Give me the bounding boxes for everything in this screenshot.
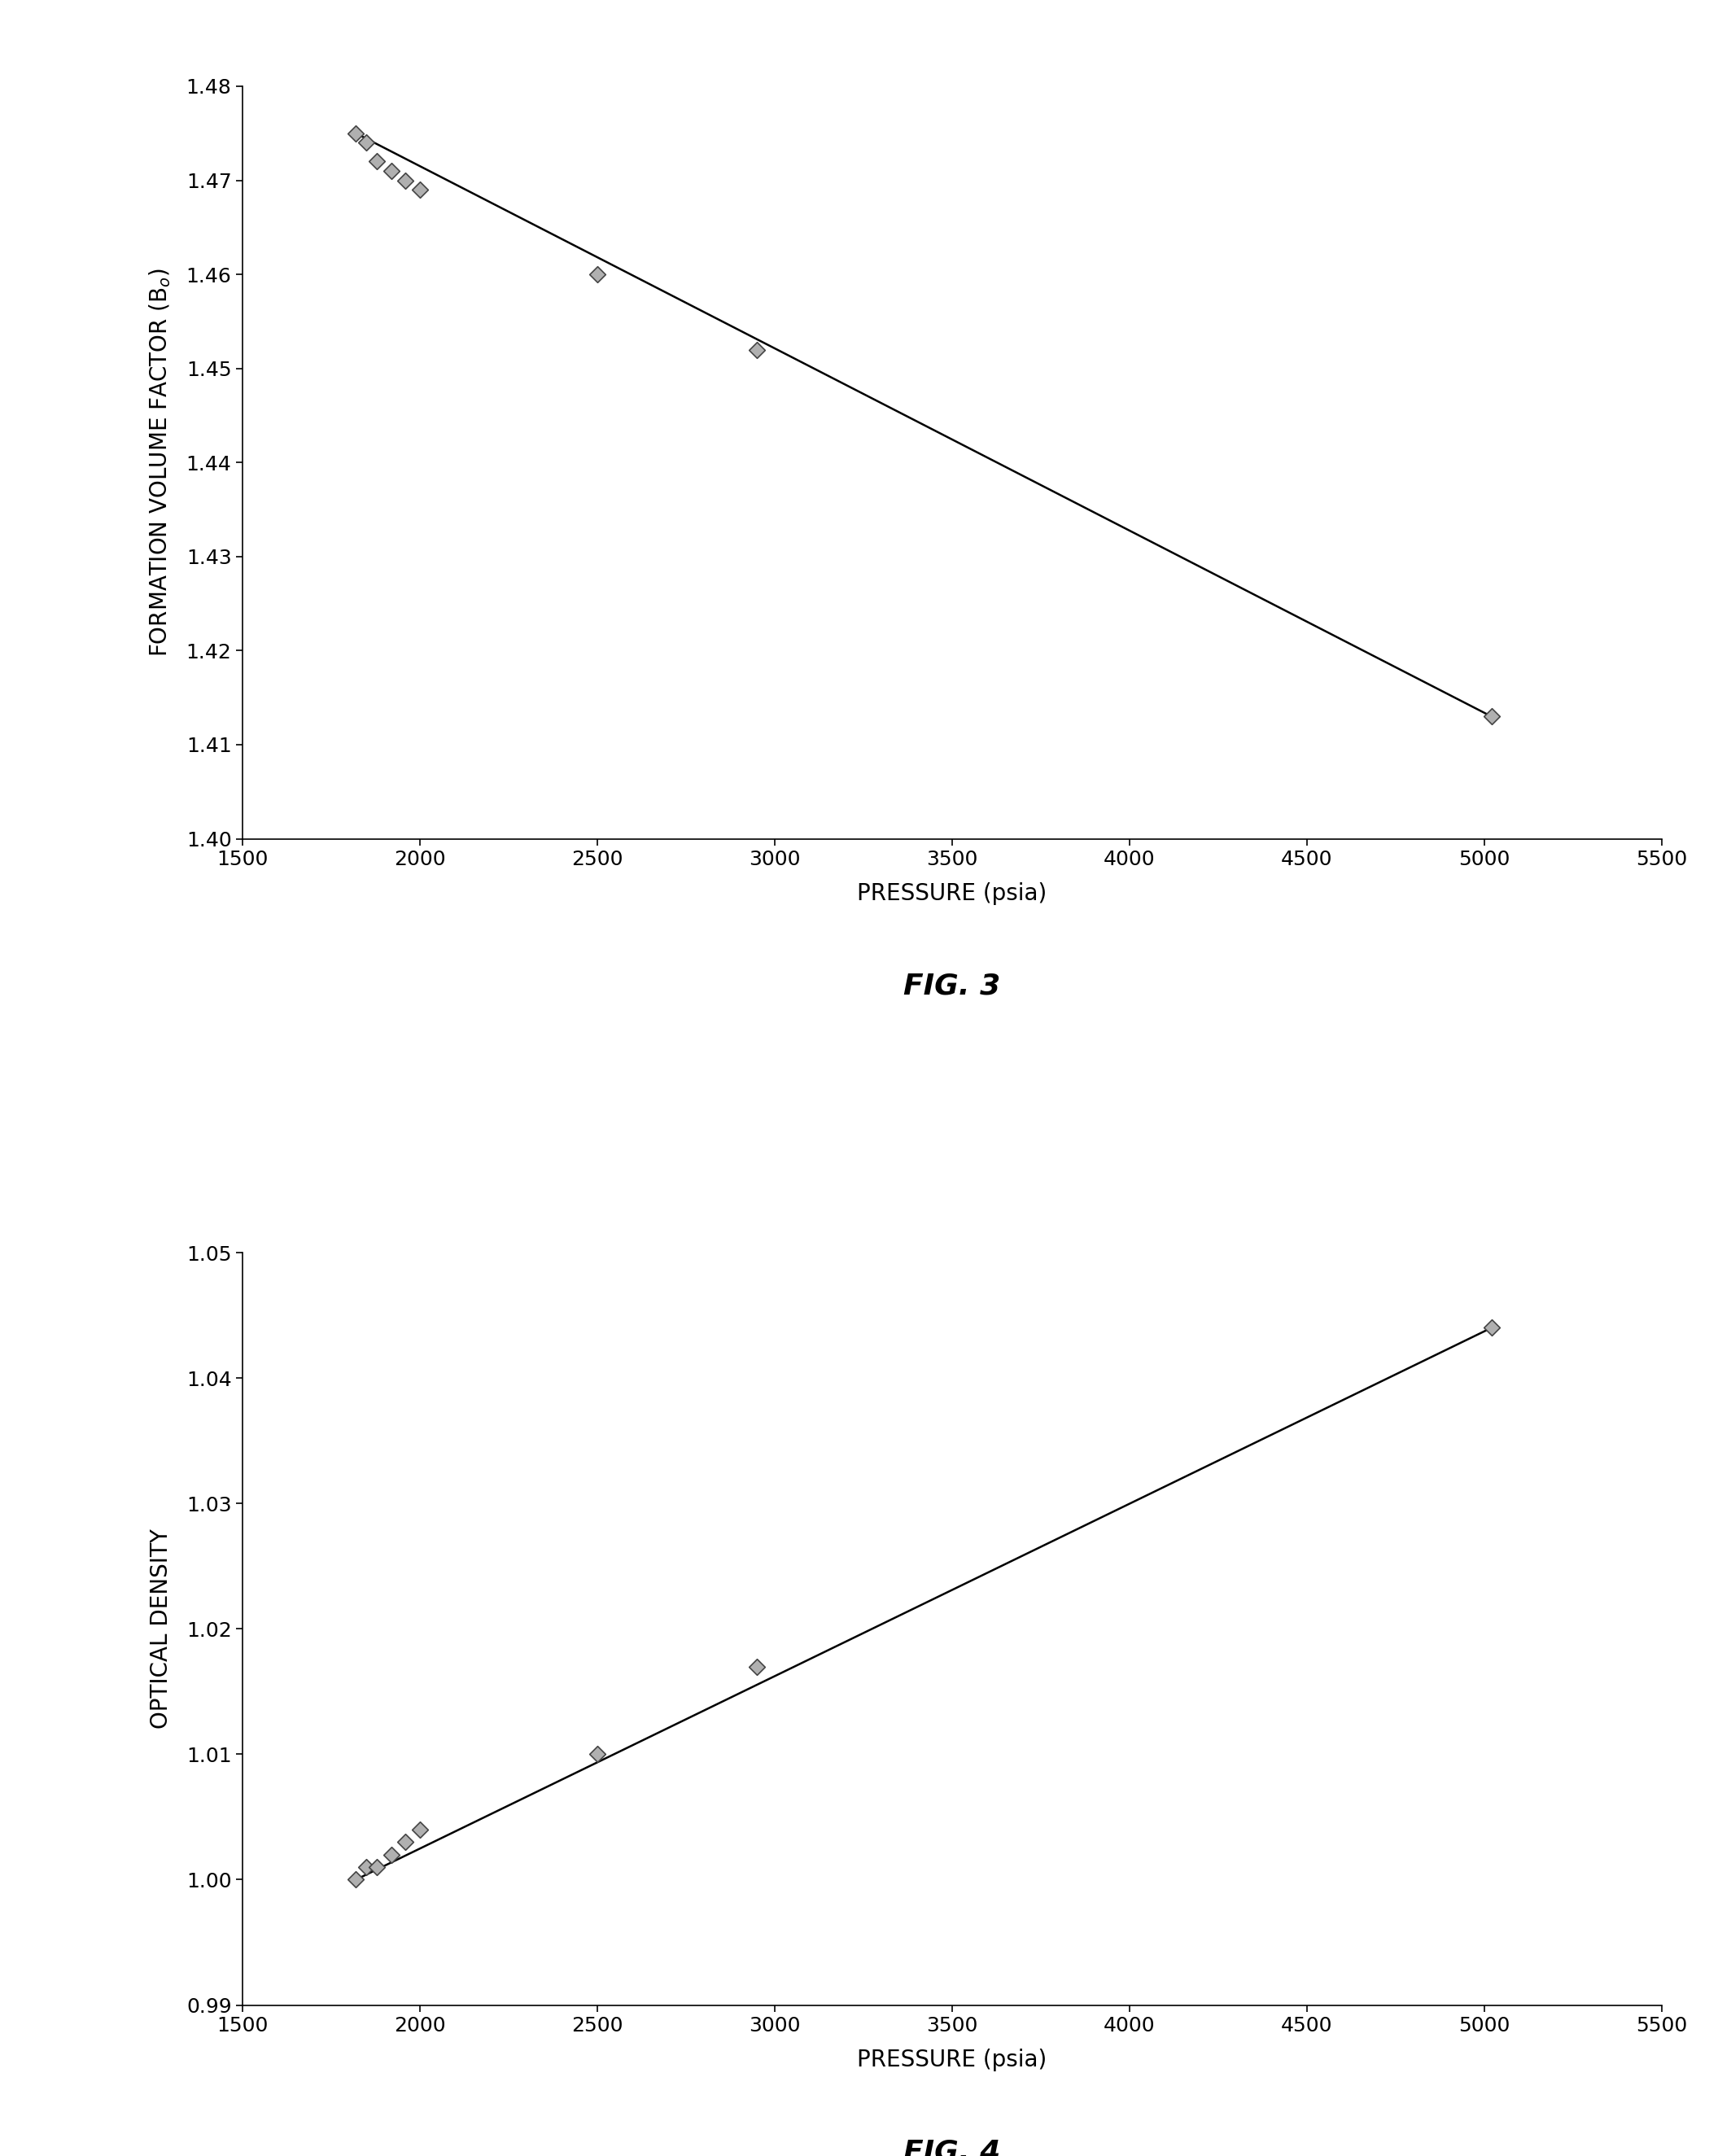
Point xyxy=(377,1837,405,1871)
Point xyxy=(743,1649,770,1684)
Y-axis label: OPTICAL DENSITY: OPTICAL DENSITY xyxy=(151,1529,173,1729)
Point xyxy=(583,1738,611,1772)
Point xyxy=(343,1863,370,1897)
Point xyxy=(405,1813,433,1848)
Point xyxy=(353,1850,381,1884)
X-axis label: PRESSURE (psia): PRESSURE (psia) xyxy=(857,2048,1047,2072)
X-axis label: PRESSURE (psia): PRESSURE (psia) xyxy=(857,882,1047,906)
Y-axis label: FORMATION VOLUME FACTOR (B$_o$): FORMATION VOLUME FACTOR (B$_o$) xyxy=(147,267,173,658)
Point xyxy=(391,1824,419,1858)
Point xyxy=(1478,699,1506,733)
Point xyxy=(377,153,405,188)
Point xyxy=(1478,1311,1506,1345)
Point xyxy=(364,144,391,179)
Text: FIG. 4: FIG. 4 xyxy=(904,2139,1001,2156)
Point xyxy=(583,257,611,291)
Point xyxy=(405,172,433,207)
Point xyxy=(353,125,381,160)
Point xyxy=(343,116,370,151)
Point xyxy=(743,332,770,367)
Point xyxy=(364,1850,391,1884)
Text: FIG. 3: FIG. 3 xyxy=(904,972,1001,1000)
Point xyxy=(391,164,419,198)
